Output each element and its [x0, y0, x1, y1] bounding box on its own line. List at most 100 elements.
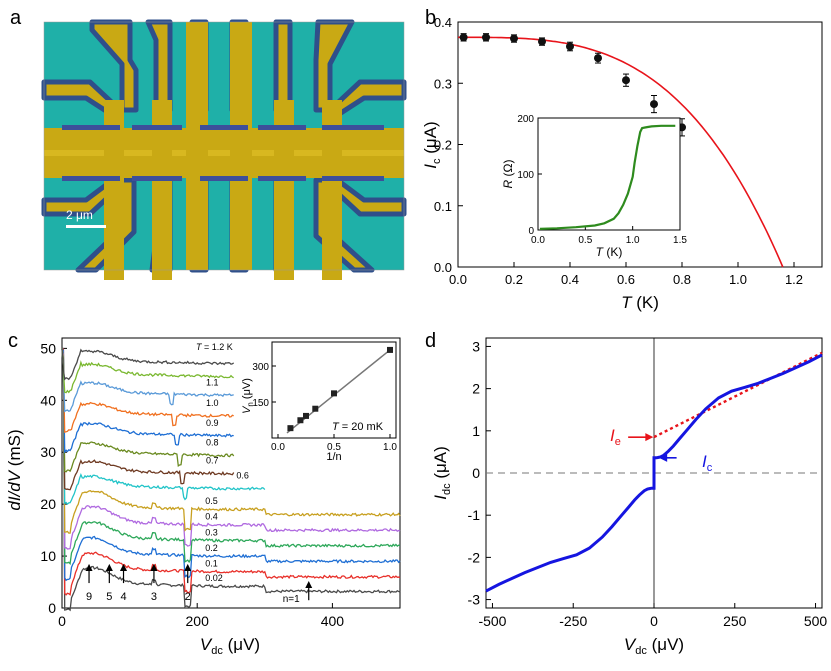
panel-c-curve: [61, 348, 235, 381]
panel-b-data-point: [482, 33, 490, 42]
panel-c-xtick-label: 400: [321, 613, 345, 629]
panel-c-ytick-label: 50: [40, 340, 56, 356]
panel-c-inset-ytick-label: 300: [252, 362, 269, 373]
panel-c-curve: [61, 348, 234, 394]
panel-b-inset-axes: [537, 117, 681, 231]
panel-c-ylabel: dI/dV (mS): [5, 429, 24, 510]
panel-b-data-point: [459, 33, 468, 42]
panel-d-ticks: -500 -250 0 250 500 -3 -2 -1 0 1 2 3: [468, 338, 828, 629]
panel-b-inset-xtick-label: 1.5: [673, 235, 687, 246]
panel-c-curve-label: 0.7: [206, 456, 219, 466]
panel-c-arrow-label: 5: [106, 591, 112, 603]
panel-c-curve: [61, 348, 235, 473]
panel-c-xlabel: Vdc (μV): [200, 635, 260, 657]
panel-c-curve: [61, 348, 401, 566]
panel-c-ytick-label: 40: [40, 392, 56, 408]
panel-b-ytick-label: 0.2: [434, 138, 452, 153]
panel-c-inset-point: [287, 425, 294, 432]
panel-label-a: a: [10, 7, 22, 29]
panel-d-ytick-label: 3: [472, 338, 480, 354]
panel-b-inset-ytick-label: 200: [517, 114, 534, 125]
panel-d-annotations: [628, 433, 677, 462]
panel-c-curve: [61, 348, 234, 413]
panel-c-curve-label: 0.1: [205, 558, 218, 568]
panel-b-data-point: [538, 37, 546, 46]
panel-c-curve: [61, 348, 235, 491]
panel-d-xlabel: Vdc (μV): [624, 635, 684, 657]
panel-c-inset-point: [303, 412, 309, 419]
panel-c-axes: [61, 337, 401, 609]
panel-c-inset-ylabel: Vn (μV): [241, 378, 255, 414]
panel-c-inset-xtick-label: 0.5: [327, 442, 341, 453]
panel-label-c: c: [8, 330, 18, 352]
panel-b-ytick-label: 0.1: [434, 199, 452, 214]
panel-c-curve-label: 1.1: [206, 377, 219, 387]
panel-d-ytick-label: 2: [472, 381, 480, 397]
panel-b-xtick-label: 0.8: [673, 272, 691, 287]
panel-b-data-point: [622, 76, 630, 85]
panel-c-inset-annotation: T = 20 mK: [332, 421, 384, 433]
panel-c-arrow-label: 4: [120, 591, 126, 603]
panel-d-xtick-label: -250: [559, 613, 587, 629]
panel-b-ylabel: Ic (μA): [421, 121, 443, 168]
panel-d-ylabel: Idc (μA): [431, 446, 453, 500]
panel-b-inset-ytick-label: 100: [517, 170, 534, 181]
panel-c-curve: [61, 348, 266, 506]
panel-d-xtick-label: -500: [478, 613, 506, 629]
scalebar-label: 2 μm: [66, 208, 93, 222]
panel-d-ytick-label: -1: [468, 507, 481, 523]
panel-b-data-point: [510, 34, 518, 43]
panel-c-curve-label: 0.2: [205, 543, 218, 553]
panel-d-ytick-label: -2: [468, 549, 481, 565]
panel-d-xtick-label: 500: [804, 613, 828, 629]
panel-b-ytick-label: 0.0: [434, 260, 452, 275]
panel-c-ytick-label: 30: [40, 444, 56, 460]
panel-b-inset-xtick-label: 0.0: [531, 235, 545, 246]
panel-b-xtick-label: 0.0: [449, 272, 467, 287]
panel-c-curve-label: 0.9: [206, 418, 219, 428]
panel-d-ytick-label: 0: [472, 465, 480, 481]
panel-d-Ic-arrowhead: [659, 453, 668, 462]
panel-c-curve-label: 0.4: [205, 512, 218, 522]
panel-d-iv-curve: [485, 353, 823, 593]
panel-c-ytick-label: 10: [40, 548, 56, 564]
panel-b-inset-xtick-label: 1.0: [626, 235, 640, 246]
panel-c-inset-point: [312, 405, 319, 412]
panel-c-arrows: 9 5 4 3 2 n=1: [85, 563, 313, 605]
panel-c-xtick-label: 200: [186, 613, 210, 629]
panel-c-inset-point: [387, 346, 393, 353]
panel-b-inset-curve: [539, 124, 676, 230]
panel-c-ytick-label: 0: [48, 600, 56, 616]
panel-c-inset-xlabel: 1/n: [326, 451, 341, 463]
panel-d-linear-fit: [653, 351, 823, 439]
panel-c-curve-label: 0.6: [236, 471, 249, 481]
panel-c-inset-marks: 0.0 0.5 1.0 150 300: [252, 346, 397, 453]
panel-c-xtick-label: 0: [58, 613, 66, 629]
panel-d-ytick-label: -3: [468, 592, 481, 608]
panel-label-d: d: [425, 330, 436, 352]
panel-d-ytick-label: 1: [472, 423, 480, 439]
panel-c-inset-point: [297, 417, 304, 424]
panel-c-curve-label: 1.0: [206, 398, 219, 408]
panel-c-inset-xtick-label: 0.0: [271, 442, 285, 453]
panel-c-arrow-label: n=1: [283, 594, 300, 605]
panel-c-curve: [61, 347, 401, 612]
panel-b-xtick-label: 0.2: [505, 272, 523, 287]
panel-c-inset-point: [331, 390, 337, 397]
panel-d-xtick-label: 250: [723, 613, 747, 629]
panel-b-ytick-label: 0.4: [434, 15, 452, 30]
panel-c-inset-axes: [271, 341, 397, 439]
panel-b-inset-ytick-label: 0: [528, 226, 534, 237]
panel-c-curve: [61, 348, 401, 550]
scalebar: [66, 225, 106, 228]
panel-b-chart: 0.0 0.2 0.4 0.6 0.8 1.0 1.2 0.0 0.1 0.2 0.3 0.4 T (…: [421, 15, 823, 312]
panel-c-arrow-label: 9: [86, 591, 92, 603]
panel-d-Ie-label: Ie: [610, 426, 621, 448]
panel-c-curve: [61, 348, 401, 534]
panel-label-b: b: [425, 7, 436, 29]
panel-b-inset-ticks: 0.0 0.5 1.0 1.5 0 100 200: [517, 114, 687, 246]
panel-c-curve-label: 0.5: [205, 496, 218, 506]
panel-b-ticks: 0.0 0.2 0.4 0.6 0.8 1.0 1.2 0.0 0.1 0.2 0.3 0.4: [434, 15, 803, 287]
panel-b-inset-xtick-label: 0.5: [578, 235, 592, 246]
